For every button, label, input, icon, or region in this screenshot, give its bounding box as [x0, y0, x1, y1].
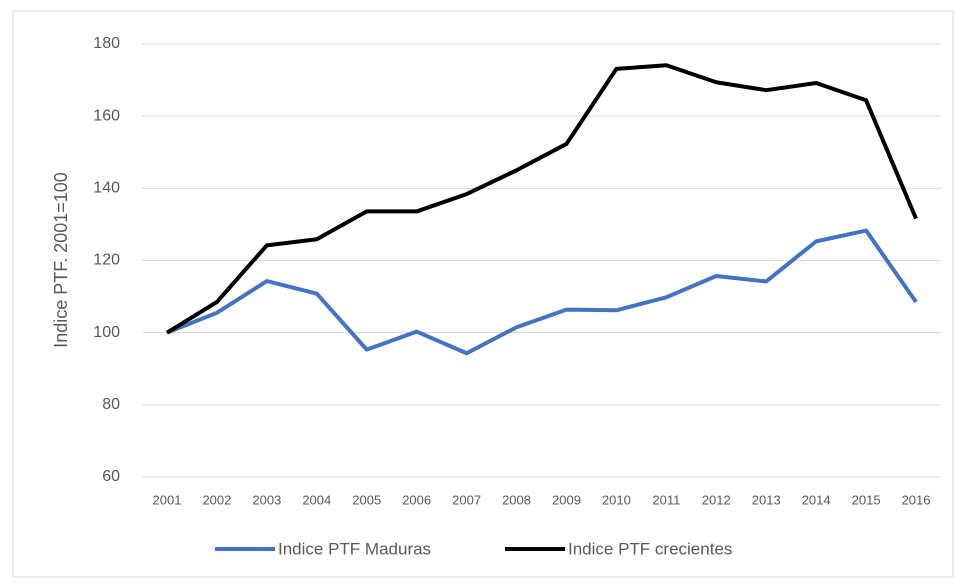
y-tick-label: 160: [93, 107, 120, 124]
series-line: [165, 63, 918, 335]
x-tick-label: 2014: [802, 492, 831, 507]
x-tick-label: 2003: [252, 492, 281, 507]
y-tick-label: 120: [93, 252, 120, 269]
x-tick-label: 2010: [602, 492, 631, 507]
x-tick-label: 2006: [402, 492, 431, 507]
series-line: [166, 228, 918, 356]
y-tick-label: 60: [102, 468, 120, 485]
x-tick-label: 2013: [752, 492, 781, 507]
x-tick-label: 2016: [902, 492, 931, 507]
y-tick-label: 80: [102, 396, 120, 413]
chart-frame: [12, 10, 954, 578]
x-tick-label: 2007: [452, 492, 481, 507]
legend-label: Indice PTF crecientes: [568, 539, 732, 558]
x-tick-label: 2002: [202, 492, 231, 507]
x-tick-label: 2012: [702, 492, 731, 507]
x-tick-label: 2015: [852, 492, 881, 507]
x-tick-label: 2005: [352, 492, 381, 507]
x-tick-label: 2001: [153, 492, 182, 507]
y-tick-label: 180: [93, 35, 120, 52]
y-tick-label: 140: [93, 180, 120, 197]
x-tick-label: 2009: [552, 492, 581, 507]
x-tick-label: 2004: [302, 492, 331, 507]
y-tick-label: 100: [93, 324, 120, 341]
y-axis-label: Indice PTF. 2001=100: [51, 172, 71, 348]
x-tick-label: 2011: [652, 492, 680, 507]
legend-label: Indice PTF Maduras: [278, 539, 431, 558]
x-tick-label: 2008: [502, 492, 531, 507]
